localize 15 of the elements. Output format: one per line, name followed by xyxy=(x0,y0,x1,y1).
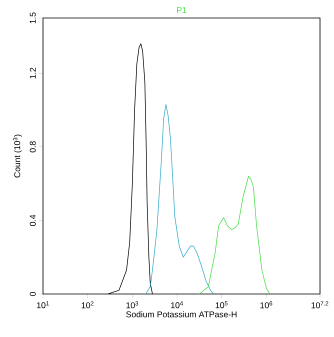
y-tick-label: 1.5 xyxy=(30,12,36,24)
y-tick-label: 0.8 xyxy=(30,141,36,152)
y-tick-label: 0 xyxy=(30,292,36,296)
x-tick-label: 10$^{3}$ xyxy=(126,301,138,308)
x-tick-label: 10$^{1}$ xyxy=(37,301,49,308)
x-axis-title: Sodium Potassium ATPase-H xyxy=(126,311,236,318)
y-tick-label: 1.2 xyxy=(30,68,36,78)
y-tick-label: 0.4 xyxy=(30,214,36,226)
chart-title: P1 xyxy=(177,7,186,13)
x-tick-label: 10$^{5}$ xyxy=(216,301,228,308)
x-tick-label: 10$^{6}$ xyxy=(260,301,272,308)
x-tick-label: 10$^{7.2}$ xyxy=(312,301,328,308)
y-axis-title: Count (10$^{3}$) xyxy=(13,134,22,178)
x-tick-label: 10$^{2}$ xyxy=(82,301,94,308)
x-tick-label: 10$^{4}$ xyxy=(171,301,183,308)
